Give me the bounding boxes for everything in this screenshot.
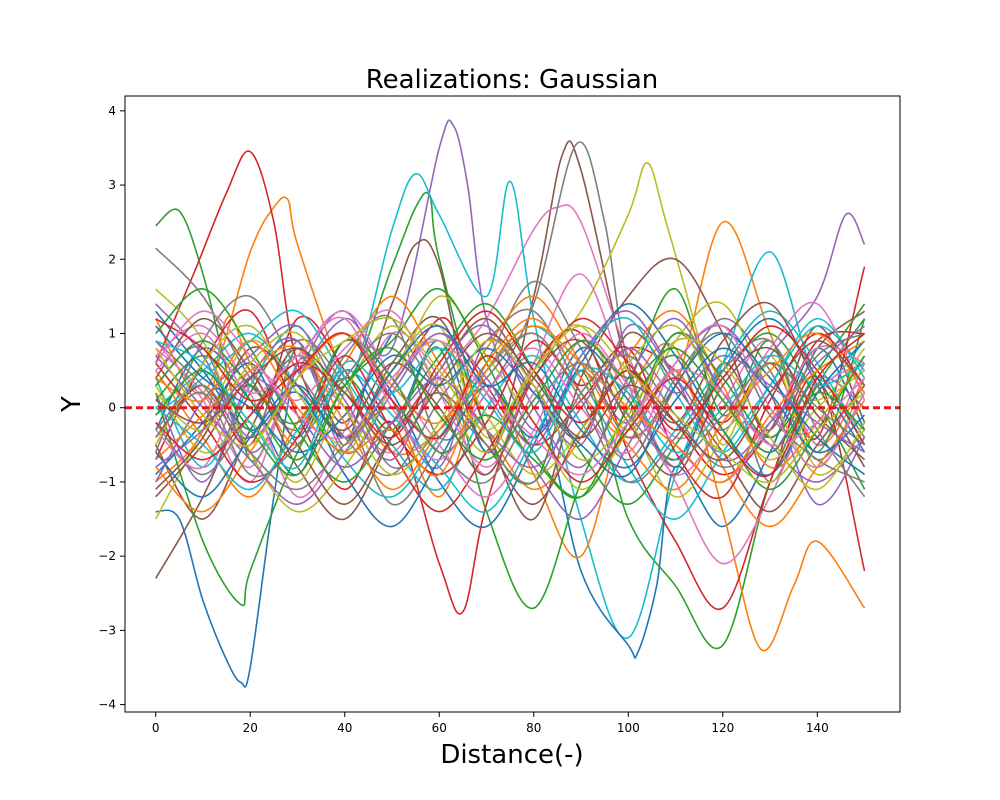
x-tick-label: 100	[617, 721, 640, 735]
realization-line-52	[155, 325, 865, 484]
y-tick-label: 0	[108, 401, 116, 415]
y-tick-label: −3	[98, 623, 116, 637]
y-tick-label: 3	[108, 178, 116, 192]
realization-line-41	[155, 325, 866, 478]
realization-line-49	[155, 331, 866, 491]
realization-line-57	[155, 310, 866, 476]
realization-line-19	[155, 288, 866, 513]
x-tick-label: 20	[243, 721, 258, 735]
realization-line-56	[155, 332, 866, 461]
y-tick-label: −1	[98, 475, 116, 489]
y-axis-ticks: −4 −3 −2 −1 0 1 2 3 4	[98, 104, 125, 712]
y-tick-label: 4	[108, 104, 116, 118]
x-tick-label: 140	[806, 721, 829, 735]
y-tick-label: 1	[108, 326, 116, 340]
realization-line-35	[155, 317, 866, 483]
x-axis-ticks: 0 20 40 60 80 100 120 140	[152, 712, 829, 735]
realization-line-18	[155, 280, 866, 506]
x-axis-label: Distance(-)	[440, 740, 583, 770]
realization-line-25	[155, 324, 866, 520]
series-layer	[154, 119, 866, 688]
realization-line-33	[155, 288, 866, 499]
y-tick-label: −2	[98, 549, 116, 563]
plot-frame	[124, 95, 901, 713]
y-axis-label: Y	[57, 396, 87, 413]
realization-line-59	[155, 316, 866, 483]
chart-title: Realizations: Gaussian	[366, 65, 659, 95]
x-tick-label: 80	[526, 721, 541, 735]
x-tick-label: 120	[711, 721, 734, 735]
x-tick-label: 40	[337, 721, 352, 735]
realization-line-43	[155, 338, 866, 500]
y-tick-label: 2	[108, 252, 116, 266]
realization-line-58	[155, 362, 866, 491]
x-tick-label: 60	[432, 721, 447, 735]
realization-line-26	[155, 317, 866, 521]
realization-line-50	[155, 340, 865, 470]
y-tick-label: −4	[98, 698, 116, 712]
x-tick-label: 0	[152, 721, 160, 735]
realization-line-40	[155, 316, 866, 513]
realization-line-44	[155, 310, 866, 461]
realization-line-13	[154, 288, 866, 609]
